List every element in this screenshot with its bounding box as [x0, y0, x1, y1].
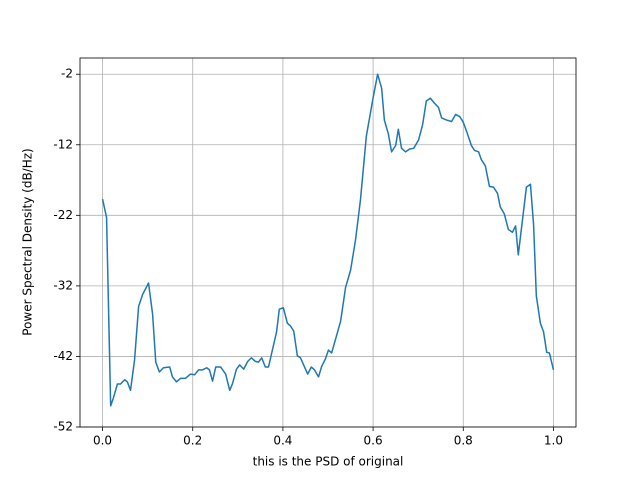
x-tick-label: 0.2 [183, 434, 202, 448]
y-tick-label: -12 [53, 137, 73, 151]
x-tick-label: 0.0 [93, 434, 112, 448]
x-tick-label: 0.6 [364, 434, 383, 448]
y-tick-label: -42 [53, 349, 73, 363]
x-tick-label: 0.8 [454, 434, 473, 448]
x-tick-label: 0.4 [273, 434, 292, 448]
line [101, 73, 555, 407]
y-tick-label: -22 [53, 208, 73, 222]
y-tick-label: -52 [53, 420, 73, 434]
x-tick-label: 1.0 [544, 434, 563, 448]
plot-frame [79, 57, 577, 428]
y-tick-label: -2 [61, 67, 73, 81]
y-tick-label: -32 [53, 278, 73, 292]
y-axis-label: Power Spectral Density (dB/Hz) [21, 148, 35, 335]
x-axis-label: this is the PSD of original [253, 455, 404, 469]
